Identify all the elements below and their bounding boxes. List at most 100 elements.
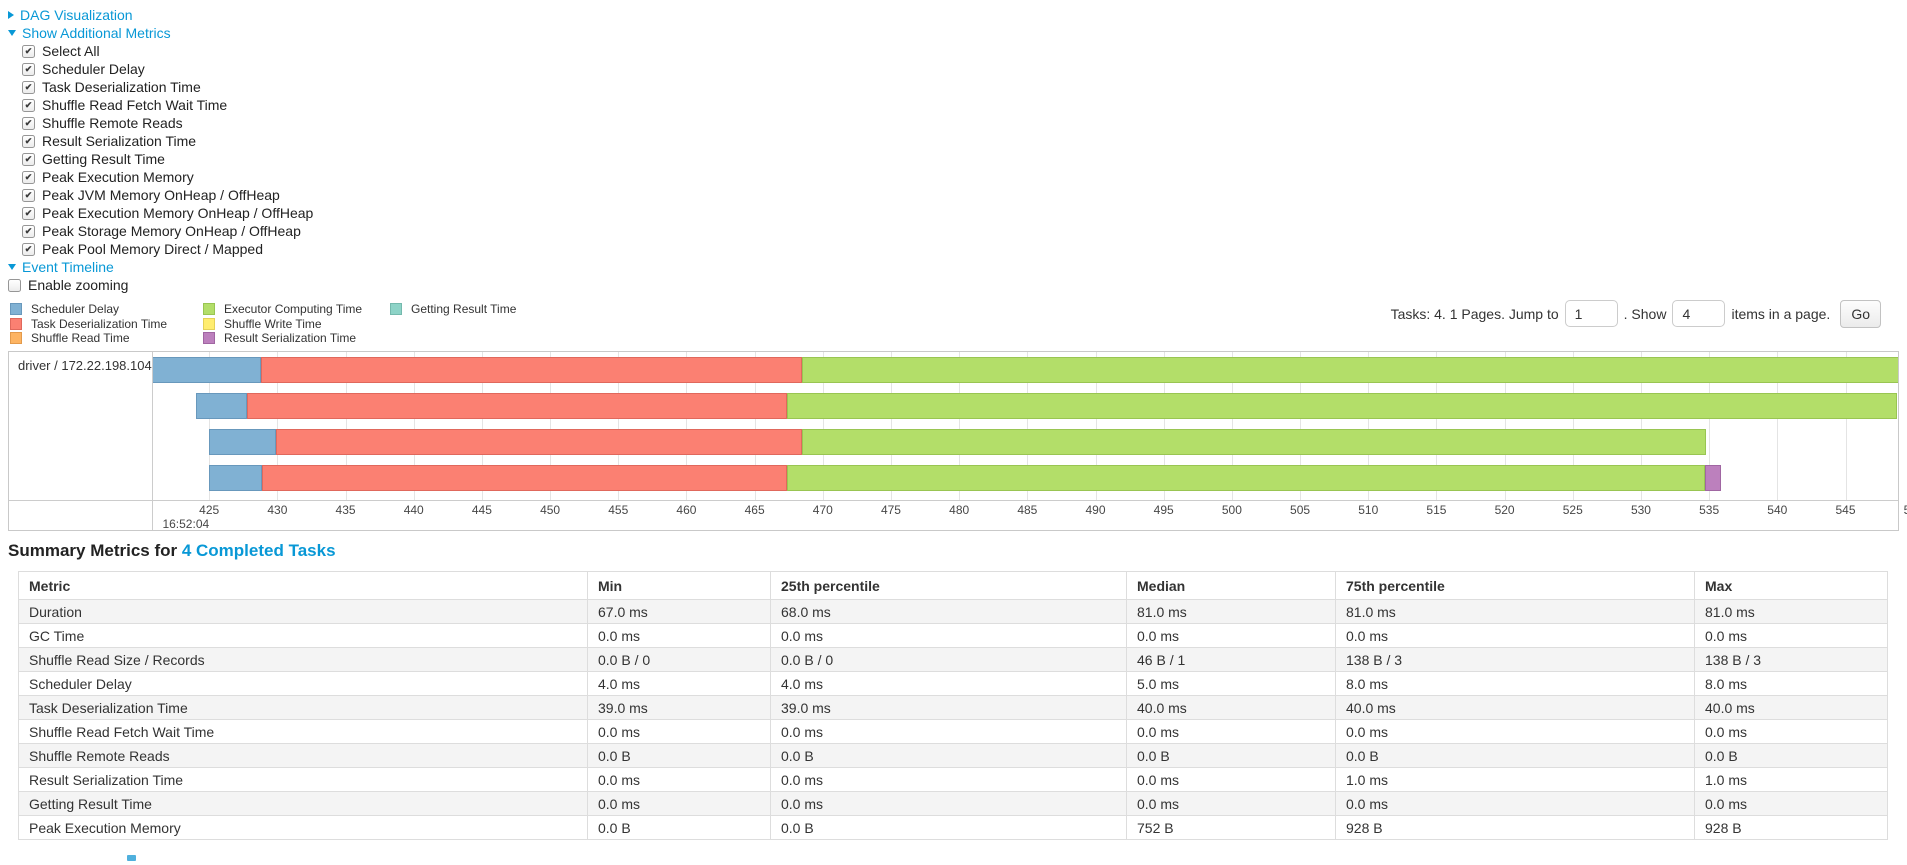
metric-checkbox-row[interactable]: ✔ Peak JVM Memory OnHeap / OffHeap — [22, 186, 313, 204]
axis-tick-label: 490 — [1085, 503, 1106, 517]
grid-line — [1436, 352, 1438, 500]
metric-name-cell: Result Serialization Time — [18, 767, 588, 792]
metric-checkbox-row[interactable]: ✔ Select All — [22, 42, 313, 60]
grid-line — [1300, 352, 1302, 500]
metric-checkbox-row[interactable]: ✔ Peak Execution Memory — [22, 168, 313, 186]
task-bar-3[interactable] — [153, 465, 1898, 491]
metric-value-cell: 0.0 ms — [587, 623, 771, 648]
metric-checkbox-row[interactable]: ✔ Shuffle Remote Reads — [22, 114, 313, 132]
scheduler-delay-segment[interactable] — [209, 429, 276, 455]
checkbox-icon[interactable]: ✔ — [22, 242, 35, 256]
checkbox-icon[interactable]: ✔ — [22, 152, 35, 166]
go-button[interactable]: Go — [1840, 299, 1881, 328]
executor-computing-segment[interactable] — [802, 429, 1707, 455]
metric-value-cell: 0.0 ms — [1126, 791, 1336, 816]
scheduler-delay-segment[interactable] — [209, 465, 263, 491]
column-header[interactable]: Max — [1694, 571, 1888, 600]
section-link-show-additional-metrics[interactable]: Show Additional Metrics — [8, 24, 313, 42]
section-link-event-timeline[interactable]: Event Timeline — [8, 258, 313, 276]
axis-tick-label: 530 — [1630, 503, 1651, 517]
column-header[interactable]: Min — [587, 571, 771, 600]
items-per-page-input[interactable] — [1672, 300, 1726, 327]
axis-tick-label: 435 — [335, 503, 356, 517]
checkbox-icon[interactable]: ✔ — [22, 98, 35, 112]
expanded-arrow-icon — [8, 264, 16, 270]
axis-tick-label: 510 — [1358, 503, 1379, 517]
task-bar-2[interactable] — [153, 429, 1898, 455]
table-header-row: Metric Min 25th percentile Median 75th perce… — [18, 571, 1888, 600]
dag-visualization-label[interactable]: DAG Visualization — [20, 7, 133, 23]
table-row: Shuffle Read Size / Records 0.0 B / 0 0.0 … — [18, 647, 1888, 672]
executor-computing-segment[interactable] — [787, 393, 1898, 419]
section-link-dag-visualization[interactable]: DAG Visualization — [8, 6, 313, 24]
axis-tick-label: 465 — [744, 503, 765, 517]
metric-checkbox-row[interactable]: ✔ Scheduler Delay — [22, 60, 313, 78]
executor-computing-segment[interactable] — [787, 465, 1706, 491]
metric-checkbox-row[interactable]: ✔ Result Serialization Time — [22, 132, 313, 150]
metric-name-cell: Getting Result Time — [18, 791, 588, 816]
task-bar-1[interactable] — [153, 393, 1898, 419]
completed-tasks-link[interactable]: 4 Completed Tasks — [181, 541, 336, 560]
task-deserialization-segment[interactable] — [260, 357, 803, 383]
metric-value-cell: 1.0 ms — [1694, 767, 1888, 792]
result-serialization-segment[interactable] — [1705, 465, 1722, 491]
metric-value-cell: 0.0 ms — [770, 767, 1127, 792]
metric-value-cell: 0.0 B / 0 — [587, 647, 771, 672]
metric-checkbox-row[interactable]: ✔ Shuffle Read Fetch Wait Time — [22, 96, 313, 114]
metric-checkbox-row[interactable]: ✔ Peak Execution Memory OnHeap / OffHeap — [22, 204, 313, 222]
metric-value-cell: 81.0 ms — [1335, 599, 1695, 624]
checkbox-icon[interactable]: ✔ — [22, 170, 35, 184]
metric-checkbox-row[interactable]: ✔ Getting Result Time — [22, 150, 313, 168]
metric-value-cell: 0.0 ms — [770, 791, 1127, 816]
checkbox-icon[interactable]: ✔ — [22, 44, 35, 58]
getting-result-swatch-icon — [390, 303, 402, 316]
legend-item-result-serialization: Result Serialization Time — [203, 331, 390, 346]
event-timeline-label[interactable]: Event Timeline — [22, 259, 114, 275]
metric-value-cell: 0.0 ms — [1694, 623, 1888, 648]
checkbox-icon[interactable]: ✔ — [22, 62, 35, 76]
axis-tick-label: 550 — [1904, 503, 1907, 517]
column-header[interactable]: Metric — [18, 571, 588, 600]
checkbox-icon[interactable]: ✔ — [22, 80, 35, 94]
checkbox-icon[interactable]: ✔ — [22, 224, 35, 238]
legend-item-executor-computing: Executor Computing Time — [203, 302, 390, 317]
grid-line — [1095, 352, 1097, 500]
show-additional-metrics-label[interactable]: Show Additional Metrics — [22, 25, 171, 41]
axis-tick-label: 535 — [1699, 503, 1720, 517]
column-header[interactable]: Median — [1126, 571, 1336, 600]
column-header[interactable]: 25th percentile — [770, 571, 1127, 600]
task-deserialization-segment[interactable] — [247, 393, 788, 419]
task-bar-0[interactable] — [153, 357, 1898, 383]
expanded-arrow-icon — [8, 30, 16, 36]
metric-name-cell: GC Time — [18, 623, 588, 648]
checkbox-label: Peak Execution Memory OnHeap / OffHeap — [42, 205, 314, 221]
enable-zooming-row[interactable]: Enable zooming — [8, 276, 313, 294]
metric-checkbox-row[interactable]: ✔ Task Deserialization Time — [22, 78, 313, 96]
checkbox-icon[interactable]: ✔ — [22, 116, 35, 130]
metric-value-cell: 0.0 ms — [1694, 719, 1888, 744]
grid-line — [618, 352, 620, 500]
column-header[interactable]: 75th percentile — [1335, 571, 1695, 600]
metric-value-cell: 0.0 B — [1335, 743, 1695, 768]
table-row: Shuffle Read Fetch Wait Time 0.0 ms 0.0 ms… — [18, 719, 1888, 744]
executor-computing-segment[interactable] — [802, 357, 1898, 383]
metric-value-cell: 39.0 ms — [587, 695, 771, 720]
axis-tick-label: 430 — [267, 503, 288, 517]
axis-tick-label: 425 — [199, 503, 220, 517]
axis-tick-label: 520 — [1494, 503, 1515, 517]
scheduler-delay-segment[interactable] — [195, 393, 248, 419]
metric-value-cell: 40.0 ms — [1126, 695, 1336, 720]
checkbox-icon[interactable]: ✔ — [22, 188, 35, 202]
task-deserialization-segment[interactable] — [275, 429, 803, 455]
table-row: GC Time 0.0 ms 0.0 ms 0.0 ms 0.0 ms 0.0 ms — [18, 623, 1888, 648]
scheduler-delay-segment[interactable] — [153, 357, 261, 383]
enable-zooming-checkbox[interactable] — [8, 278, 21, 292]
metric-checkbox-row[interactable]: ✔ Peak Storage Memory OnHeap / OffHeap — [22, 222, 313, 240]
metric-value-cell: 1.0 ms — [1335, 767, 1695, 792]
summary-title-prefix: Summary Metrics for — [8, 541, 182, 560]
metric-checkbox-row[interactable]: ✔ Peak Pool Memory Direct / Mapped — [22, 240, 313, 258]
checkbox-icon[interactable]: ✔ — [22, 206, 35, 220]
task-deserialization-segment[interactable] — [262, 465, 788, 491]
jump-to-page-input[interactable] — [1564, 300, 1618, 327]
checkbox-icon[interactable]: ✔ — [22, 134, 35, 148]
